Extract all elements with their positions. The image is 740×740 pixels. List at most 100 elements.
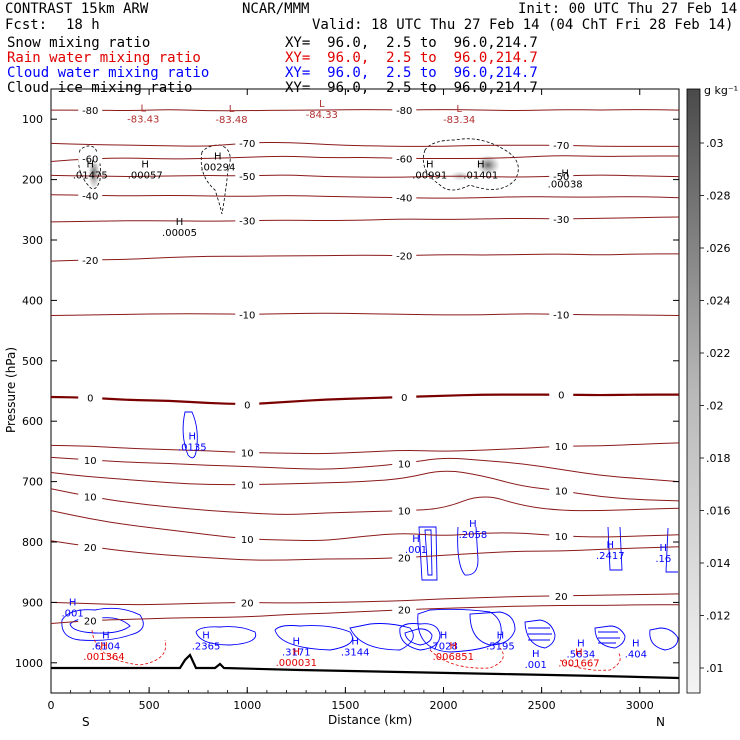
temperature-contour-label: 10 [241, 481, 254, 492]
temperature-contour-line [51, 253, 679, 262]
center-label: NCAR/MMM [242, 1, 310, 17]
field-name-cloud-water: Cloud water mixing ratio [7, 65, 210, 81]
temperature-contour-label: -10 [553, 310, 569, 321]
extremum-marker: H [577, 639, 585, 650]
extremum-marker: H [69, 597, 77, 608]
temperature-contour-line [51, 141, 679, 147]
contour-label-bg [549, 388, 574, 400]
extremum-value: .3144 [341, 648, 370, 659]
y-tick-label: 800 [22, 536, 43, 549]
contour-label-bg [78, 490, 103, 502]
extremum-marker: H [607, 540, 615, 551]
temperature-contour-label: -80 [396, 106, 412, 117]
extremum-marker: H [632, 639, 640, 650]
temperature-contour-label: -60 [82, 154, 98, 165]
extremum-marker: L [456, 104, 462, 115]
contour-label-bg [78, 152, 103, 164]
extremum-marker: H [532, 649, 540, 660]
temperature-contour-label: -40 [396, 194, 412, 205]
y-tick-label: 1000 [15, 657, 43, 670]
temperature-contour-label: -40 [82, 191, 98, 202]
contour-labels: -80 -80 -70 -70 -60 -60 -50 -50 -40 -40 -30 -30 -20 -… [78, 104, 574, 628]
y-tick-label: 200 [22, 174, 43, 187]
temperature-contour-label: -70 [553, 141, 569, 152]
ice-shade-blob [88, 156, 100, 190]
extremum-marker: H [102, 631, 110, 642]
extremum-value: .001 [525, 660, 547, 671]
extremum-value: .01475 [73, 171, 108, 182]
extremum-value: .006851 [433, 652, 474, 663]
y-tick-label: 700 [22, 476, 43, 489]
contour-label-bg [392, 104, 417, 116]
temperature-contour-label: -30 [553, 215, 569, 226]
x-tick-label: 2500 [528, 699, 556, 712]
colorbar-tick-label: .02 [706, 400, 724, 413]
y-tick-label: 500 [22, 355, 43, 368]
contour-label-bg [392, 457, 417, 469]
extremum-value: .2365 [192, 642, 221, 653]
temperature-contour-label: -10 [239, 310, 255, 321]
contour-label-bg [549, 529, 574, 541]
x-tick-label: 1000 [233, 699, 261, 712]
extremum-value: .2058 [459, 530, 488, 541]
temperature-contour-line [51, 593, 679, 606]
temperature-contour-label: 20 [241, 598, 254, 609]
x-axis-label: Distance (km) [328, 713, 412, 727]
colorbar-tick-label: .028 [706, 190, 731, 203]
extremum-marker: L [229, 104, 235, 115]
extremum-marker: H [469, 519, 477, 530]
contour-label-bg [549, 139, 574, 151]
contour-label-bg [392, 249, 417, 261]
extremum-value: .2417 [596, 551, 625, 562]
temperature-contour-label: 20 [398, 554, 411, 565]
temperature-contour-label: -30 [239, 217, 255, 228]
temperature-contour-label: 0 [401, 393, 407, 404]
extremum-value: .000031 [276, 658, 317, 669]
field-xy-cloud-water: XY= 96.0, 2.5 to 96.0,214.7 [285, 65, 538, 81]
contour-label-bg [392, 551, 417, 563]
temperature-contour-label: -80 [82, 106, 98, 117]
temperature-contour-label: -70 [239, 139, 255, 150]
temperature-contour-label: 0 [244, 400, 250, 411]
field-xy-rain: XY= 96.0, 2.5 to 96.0,214.7 [285, 50, 538, 66]
y-tick-label: 900 [22, 596, 43, 609]
extremum-value: -84.33 [306, 110, 338, 121]
x-tick-label: 1500 [331, 699, 359, 712]
contour-label-bg [392, 504, 417, 516]
extremum-value: .7028 [429, 642, 458, 653]
colorbar-tick-label: .012 [706, 610, 731, 623]
extremum-marker: H [189, 431, 197, 442]
rain-contours [91, 629, 621, 671]
endpoint-left: S [82, 715, 90, 729]
extremum-value: .5634 [567, 650, 596, 661]
temperature-contour-line [51, 604, 679, 624]
x-tick-label: 2000 [430, 699, 458, 712]
temperature-contour-line [51, 470, 679, 502]
extremum-marker: H [561, 169, 569, 180]
ice-shade-blob [476, 155, 500, 175]
extremum-marker: H [497, 631, 505, 642]
temperature-contour-label: 10 [84, 493, 97, 504]
contour-label-bg [392, 391, 417, 403]
extremum-marker: H [450, 641, 458, 652]
y-tick-label: 600 [22, 415, 43, 428]
temperature-contour-label: -50 [239, 172, 255, 183]
extrema-labels: L-83.43L-83.48L-84.33L-83.34H.01475H.000… [61, 99, 671, 671]
temperature-contour-line [51, 194, 679, 199]
extremum-value: .001667 [558, 659, 599, 670]
contour-label-bg [235, 308, 260, 320]
temperature-contour-label: -60 [396, 154, 412, 165]
contour-label-bg [235, 169, 260, 181]
contour-label-bg [78, 614, 103, 626]
colorbar-ticks: .03 .028 .026 .024 .022 .02 .018 .016 .014 .012 .0… [700, 137, 731, 675]
temperature-contour-line [51, 510, 679, 542]
extremum-marker: L [140, 103, 146, 114]
contour-label-bg [235, 136, 260, 148]
temperature-contour-label: 10 [241, 449, 254, 460]
contour-label-bg [549, 308, 574, 320]
extremum-marker: H [293, 637, 301, 648]
extremum-value: .00005 [162, 228, 197, 239]
temperature-contour-line [51, 456, 679, 483]
contour-label-bg [78, 391, 103, 403]
x-tick-label: 0 [48, 699, 55, 712]
